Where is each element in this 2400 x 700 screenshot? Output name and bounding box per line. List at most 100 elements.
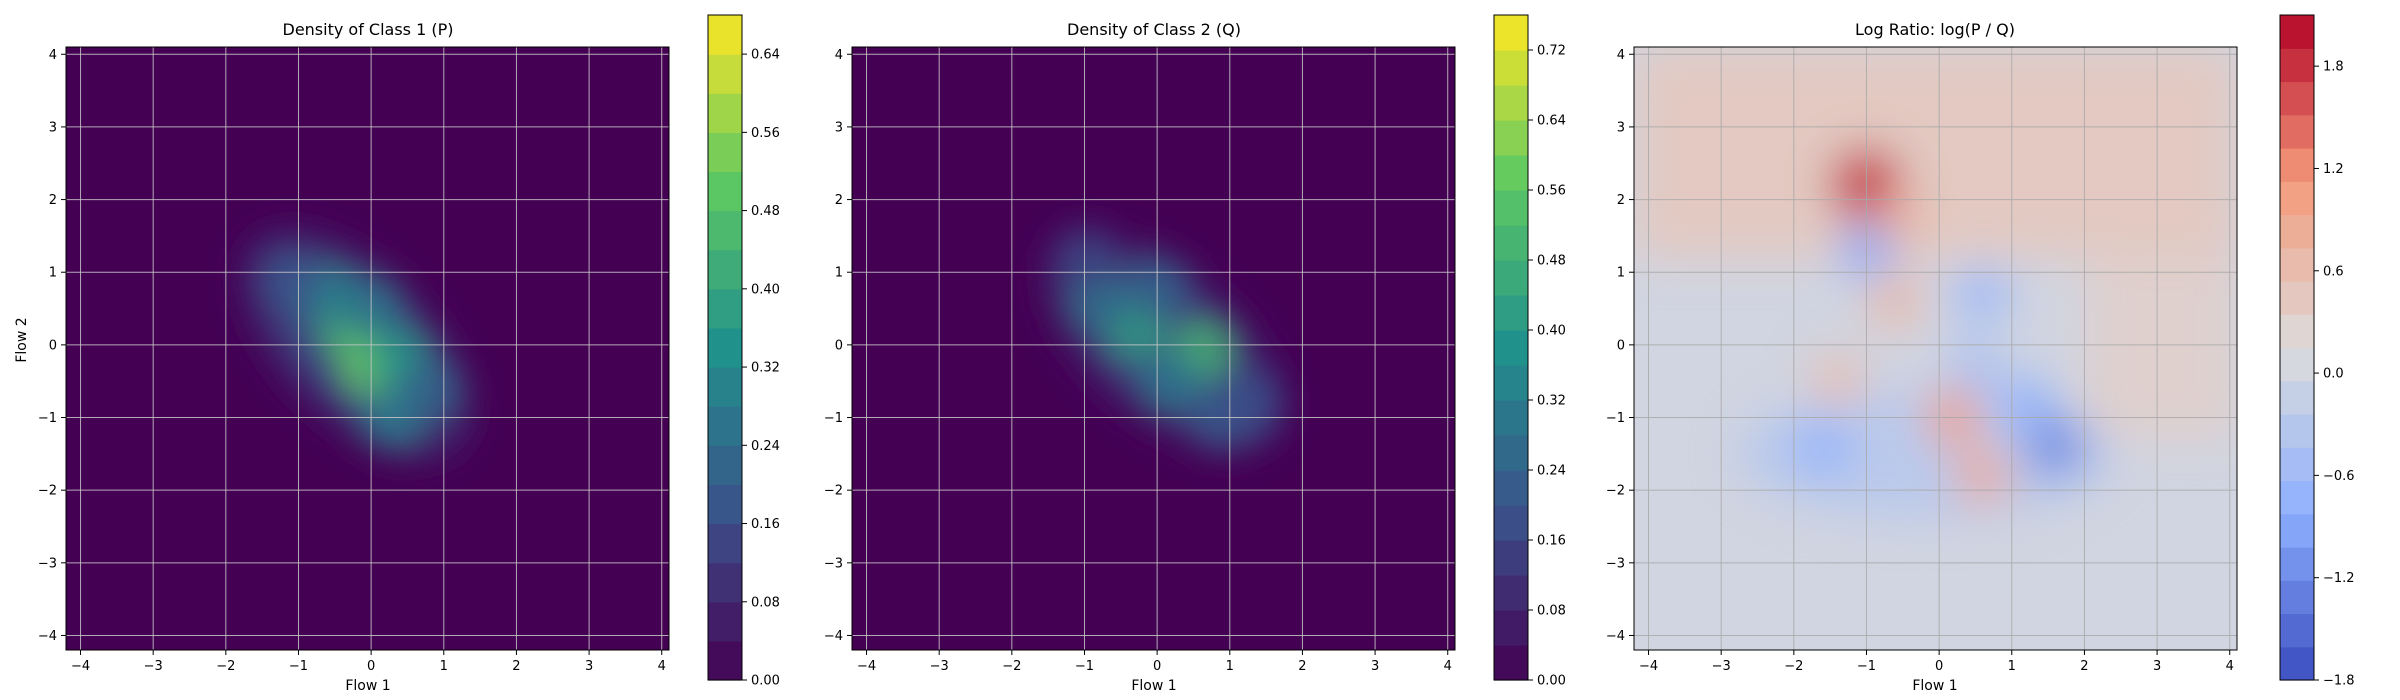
colorbar-tick-label: 0.08: [1537, 604, 1566, 619]
chart-title: Density of Class 1 (P): [283, 20, 454, 39]
colorbar-level: [2280, 114, 2314, 149]
colorbar-tick-label: 0.56: [1537, 184, 1566, 199]
colorbar-level: [2280, 247, 2314, 282]
x-axis-label: Flow 1: [345, 678, 390, 694]
panel-log-ratio: Log Ratio: log(P / Q) −4 −3 −2 −1 0 1 2 3 4 −4 −3…: [1606, 14, 2355, 694]
colorbar: 0.00 0.08 0.16 0.24 0.32 0.40 0.48 0.56 0.64 0.72: [1493, 14, 1566, 689]
colorbar-level: [708, 523, 742, 564]
colorbar-level: [2280, 281, 2314, 315]
colorbar-tick-label: −1.2: [2323, 571, 2355, 586]
colorbar-level: [2280, 380, 2314, 415]
colorbar-level: [2280, 81, 2314, 116]
x-tick-label: −1: [289, 659, 308, 674]
colorbar-tick-label: 0.16: [751, 517, 780, 532]
y-tick-label: 0: [1617, 338, 1625, 353]
colorbar-tick-label: 0.72: [1537, 44, 1566, 59]
colorbar-level: [708, 210, 742, 251]
x-tick-label: −1: [1075, 659, 1094, 674]
colorbar-level: [708, 484, 742, 525]
colorbar-level: [1494, 505, 1528, 541]
y-tick-label: −3: [824, 556, 843, 571]
colorbar-tick-label: 0.08: [751, 595, 780, 610]
colorbar-level: [2280, 15, 2314, 49]
y-tick-label: 3: [49, 120, 57, 135]
x-tick-label: 4: [2226, 659, 2234, 674]
colorbar-level: [2280, 48, 2314, 83]
colorbar-level: [708, 132, 742, 173]
density-peak: [398, 357, 460, 419]
colorbar-level: [2280, 580, 2314, 615]
axes-frame: [1633, 46, 2238, 651]
colorbar-level: [2280, 214, 2314, 249]
y-axis-ticks: −4 −3 −2 −1 0 1 2 3 4: [1606, 48, 1634, 644]
x-tick-label: 1: [440, 659, 448, 674]
x-tick-label: 2: [2080, 659, 2088, 674]
x-tick-label: 4: [1444, 659, 1452, 674]
colorbar: 0.00 0.08 0.16 0.24 0.32 0.40 0.48 0.56 0.64: [707, 14, 780, 689]
y-tick-label: 4: [1617, 48, 1625, 63]
colorbar-tick-label: 0.48: [751, 204, 780, 219]
axes-frame: [851, 46, 1456, 651]
ratio-blob: [1795, 418, 1851, 475]
colorbar-tick-label: 0.32: [1537, 394, 1566, 409]
y-tick-label: −2: [1606, 484, 1625, 499]
colorbar-level: [708, 15, 742, 55]
colorbar-level: [1494, 120, 1528, 156]
colorbar-level: [1494, 50, 1528, 86]
colorbar-level: [708, 367, 742, 407]
colorbar-level: [1494, 330, 1528, 366]
colorbar-level: [708, 406, 742, 446]
y-tick-label: −1: [1606, 411, 1625, 426]
heatmap-plot-area: [66, 47, 669, 650]
colorbar-level: [1494, 610, 1528, 646]
colorbar-tick-label: 0.16: [1537, 534, 1566, 549]
colorbar-frame: [2279, 14, 2315, 681]
colorbar-level: [708, 54, 742, 94]
y-tick-label: 4: [49, 48, 57, 63]
chart-title: Log Ratio: log(P / Q): [1855, 20, 2015, 39]
gridlines: [66, 47, 669, 650]
ratio-blob: [2027, 418, 2083, 475]
y-tick-label: −3: [1606, 556, 1625, 571]
colorbar-level: [1494, 15, 1528, 51]
x-tick-label: −4: [71, 659, 90, 674]
x-tick-label: −1: [1857, 659, 1876, 674]
colorbar-level: [708, 288, 742, 329]
y-tick-label: 4: [835, 48, 843, 63]
axes-frame: [65, 46, 670, 651]
x-tick-label: 4: [658, 659, 666, 674]
y-tick-label: 3: [1617, 120, 1625, 135]
colorbar-tick-label: 0.6: [2323, 264, 2344, 279]
x-tick-label: 2: [1298, 659, 1306, 674]
x-tick-label: 0: [367, 659, 375, 674]
colorbar-level: [1494, 540, 1528, 576]
x-tick-label: −2: [1784, 659, 1803, 674]
density-peak: [1141, 350, 1203, 412]
colorbar-level: [2280, 414, 2314, 448]
x-axis-ticks: −4 −3 −2 −1 0 1 2 3 4: [1639, 650, 2234, 674]
colorbar-tick-label: 0.40: [1537, 324, 1566, 339]
x-tick-label: −3: [144, 659, 163, 674]
colorbar-level: [708, 562, 742, 603]
panel-density-class-2: Density of Class 2 (Q) −4 −3 −2 −1 0 1 2 3 4 −4−…: [824, 14, 1566, 694]
y-axis-ticks: −4 −3 −2 −1 0 1 2 3 4: [38, 48, 66, 644]
y-tick-label: 3: [835, 120, 843, 135]
colorbar-frame: [707, 14, 743, 681]
chart-title: Density of Class 2 (Q): [1067, 20, 1241, 39]
colorbar-frame: [1493, 14, 1529, 681]
ratio-region: [1634, 47, 2237, 259]
colorbar: −1.8 −1.2 −0.6 0.0 0.6 1.2 1.8: [2279, 14, 2355, 689]
heatmap-plot-area: [852, 47, 1455, 650]
colorbar-tick-label: 0.64: [1537, 114, 1566, 129]
heatmap-plot-area: [1634, 47, 2237, 650]
colorbar-level: [708, 249, 742, 290]
x-tick-label: −2: [1002, 659, 1021, 674]
colorbar-level: [2280, 181, 2314, 216]
colorbar-level: [708, 640, 742, 681]
colorbar-tick-label: 0.00: [751, 674, 780, 689]
colorbar-level: [1494, 225, 1528, 261]
colorbar-level: [1494, 470, 1528, 506]
density-peak: [1221, 372, 1283, 434]
ratio-blob: [1809, 353, 1866, 409]
